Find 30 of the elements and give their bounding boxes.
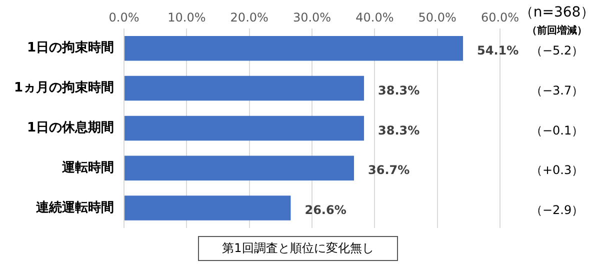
text: （+0.3） xyxy=(530,163,584,178)
bar xyxy=(124,36,464,61)
data-label: 38.3% xyxy=(378,83,420,98)
y-tick-label: 1ヵ月の拘束時間 xyxy=(14,80,114,96)
y-tick-label: 運転時間 xyxy=(61,160,114,176)
bar xyxy=(124,196,291,220)
text: （−5.2） xyxy=(530,43,584,58)
text: （−0.1） xyxy=(530,123,584,138)
y-tick-label: 1日の拘束時間 xyxy=(27,40,114,56)
text: （n=368） xyxy=(519,4,589,21)
x-tick-label: 50.0% xyxy=(418,10,456,24)
data-label: 38.3% xyxy=(378,123,420,138)
y-tick-label: 1日の休息期間 xyxy=(27,120,114,136)
x-tick-label: 0.0% xyxy=(108,10,140,24)
data-label: 54.1% xyxy=(477,43,519,58)
bar xyxy=(124,156,354,180)
x-tick-label: 20.0% xyxy=(230,10,268,24)
y-tick-label: 連続運転時間 xyxy=(35,200,114,216)
text: （前回増減） xyxy=(527,24,587,37)
x-tick-label: 30.0% xyxy=(292,10,332,24)
text: （−2.9） xyxy=(530,203,584,218)
x-tick-label: 10.0% xyxy=(168,10,206,24)
data-label: 36.7% xyxy=(368,163,410,178)
x-tick-label: 40.0% xyxy=(356,10,394,24)
text: 第1回調査と順位に変化無し xyxy=(198,236,398,261)
bar xyxy=(124,116,364,141)
x-tick-label: 60.0% xyxy=(480,10,520,24)
data-label: 26.6% xyxy=(304,203,346,218)
bar xyxy=(124,76,364,101)
text: （−3.7） xyxy=(530,83,584,98)
